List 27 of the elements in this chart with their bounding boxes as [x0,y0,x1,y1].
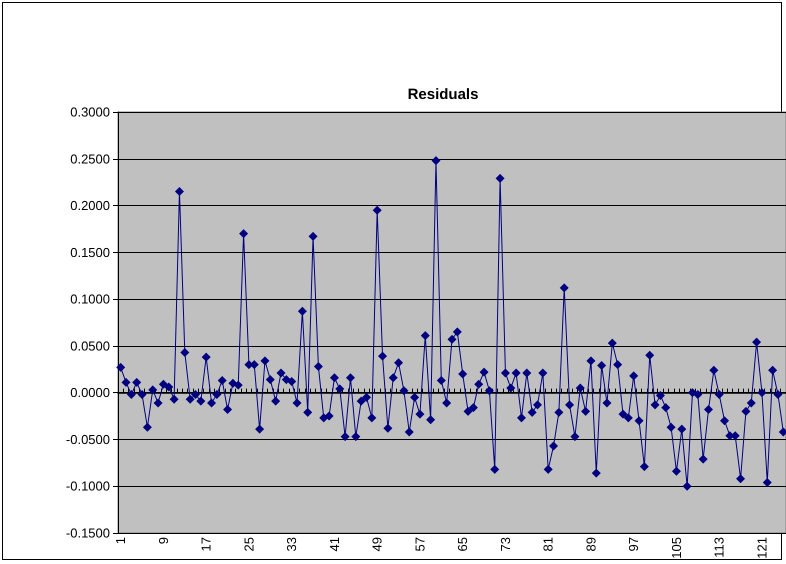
x-tick-label: 9 [156,537,171,544]
y-tick-label: 0.1500 [70,244,110,260]
x-tick-label: 65 [455,537,470,552]
y-tick-label: 0.0500 [70,338,110,354]
x-tick-label: 81 [540,537,556,552]
y-tick-label: 0.3000 [70,104,110,120]
x-tick-label: 49 [370,537,385,552]
x-tick-label: 1 [113,537,128,544]
x-tick-label: 97 [626,537,642,552]
x-tick-label: 25 [241,537,256,552]
x-tick-label: 17 [198,537,214,552]
y-tick-label: 0.1000 [70,292,110,307]
x-tick-label: 33 [284,537,300,552]
x-tick-label: 121 [754,537,770,559]
x-tick-label: 113 [712,537,727,558]
x-tick-label: 41 [326,537,342,552]
y-tick-label: 0.2000 [70,198,110,214]
x-tick-label: 73 [498,537,513,552]
x-tick-label: 57 [412,537,428,552]
y-tick-label: -0.0500 [66,432,110,447]
y-tick-label: -0.1000 [66,478,110,494]
x-tick-label: 105 [668,537,684,559]
x-tick-label: 89 [583,537,598,552]
y-tick-label: 0.2500 [70,151,110,166]
chart-title: Residuals [408,86,478,103]
y-tick-label: -0.1500 [66,526,110,540]
y-tick-label: 0.0000 [70,385,110,400]
